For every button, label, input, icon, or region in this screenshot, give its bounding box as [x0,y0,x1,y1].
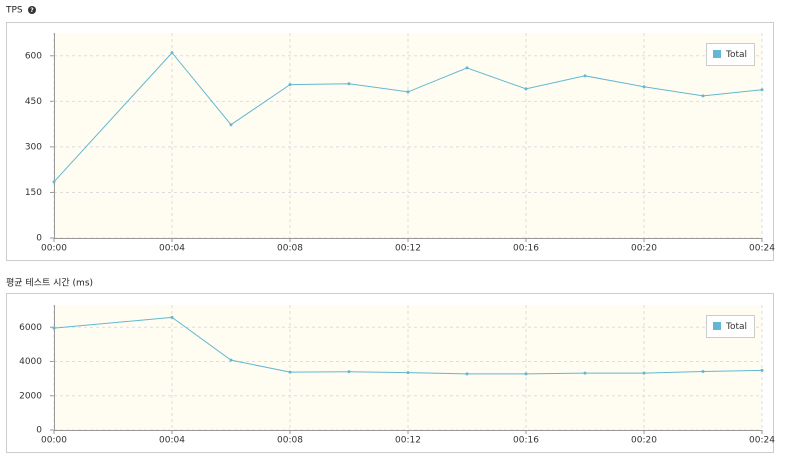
y-tick-label: 450 [25,97,42,107]
x-tick-label: 00:04 [159,244,185,254]
data-point [583,371,587,375]
data-point [583,74,587,78]
data-point [229,123,233,127]
legend-label: Total [725,50,747,60]
x-tick-label: 00:08 [277,436,303,446]
legend-swatch [713,50,721,58]
y-tick-label: 150 [25,188,42,198]
data-point [406,371,410,375]
x-tick-label: 00:24 [749,244,775,254]
data-point [642,371,646,375]
data-point [465,372,469,376]
data-point [52,180,56,184]
data-point [524,87,528,91]
data-point [465,66,469,70]
data-point [406,90,410,94]
x-tick-label: 00:20 [631,436,657,446]
data-point [524,372,528,376]
x-tick-label: 00:24 [749,436,775,446]
x-tick-label: 00:16 [513,244,539,254]
data-point [288,370,292,374]
x-tick-label: 00:00 [41,436,67,446]
x-tick-label: 00:04 [159,436,185,446]
data-point [229,358,233,362]
data-point [170,315,174,319]
y-tick-label: 2000 [19,391,42,401]
x-tick-label: 00:12 [395,244,421,254]
data-point [347,82,351,86]
series-line [53,316,763,375]
data-point [760,368,764,372]
data-point [288,83,292,87]
legend-box [706,315,755,338]
legend-box [706,43,755,66]
x-tick-label: 00:20 [631,244,657,254]
help-icon-glyph: ? [30,7,34,14]
y-tick-label: 0 [36,426,42,436]
x-tick-label: 00:12 [395,436,421,446]
y-tick-label: 4000 [19,357,42,367]
x-tick-label: 00:16 [513,436,539,446]
help-icon[interactable] [28,6,36,14]
y-tick-label: 6000 [19,323,42,333]
legend-label: Total [725,322,747,332]
series-line [53,51,763,183]
x-tick-label: 00:00 [41,244,67,254]
chart-title: 평균 테스트 시간 (ms) [6,278,93,289]
data-point [347,370,351,374]
data-point [642,85,646,89]
data-point [760,88,764,92]
y-tick-label: 600 [25,51,42,61]
x-tick-label: 00:08 [277,244,303,254]
data-point [170,51,174,55]
data-point [52,326,56,330]
chart-title: TPS [5,6,23,16]
legend-swatch [713,322,721,330]
y-tick-label: 0 [36,234,42,244]
y-tick-label: 300 [25,142,42,152]
data-point [701,94,705,98]
data-point [701,369,705,373]
